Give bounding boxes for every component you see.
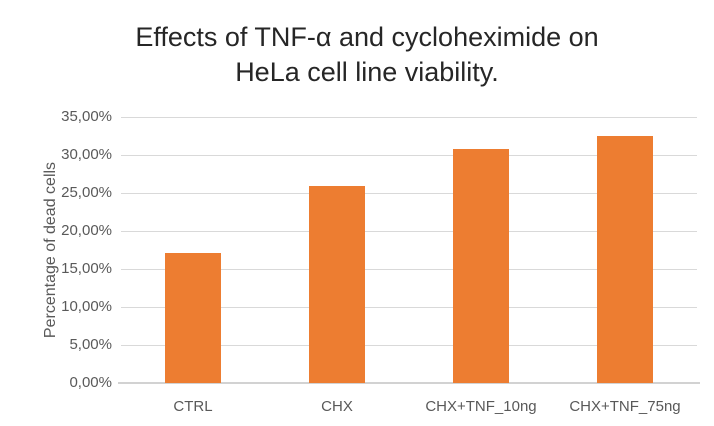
- y-tick-label-20: 20,00%: [61, 222, 112, 239]
- gridline-20: [121, 231, 697, 232]
- bar-CTRL: [165, 253, 221, 383]
- x-tick-label-CHX: CHX: [321, 398, 353, 415]
- y-tick-label-0: 0,00%: [69, 374, 112, 391]
- y-tick-label-25: 25,00%: [61, 184, 112, 201]
- y-axis-tick-labels: 0,00% 5,00% 10,00% 15,00% 20,00% 25,00% 30,00%…: [0, 108, 112, 391]
- gridline-35: [121, 117, 697, 118]
- gridline-30: [121, 155, 697, 156]
- bar-CHX: [309, 186, 365, 383]
- chart-title-line-2: HeLa cell line viability.: [235, 57, 499, 87]
- x-axis-tick-labels: CTRL CHX CHX+TNF_10ng CHX+TNF_75ng: [121, 398, 697, 420]
- y-tick-label-5: 5,00%: [69, 336, 112, 353]
- gridline-5: [121, 345, 697, 346]
- y-tick-label-15: 15,00%: [61, 260, 112, 277]
- x-axis-line: [118, 382, 700, 384]
- plot-area: [118, 117, 700, 384]
- chart-title: Effects of TNF-α and cycloheximide on He…: [10, 20, 714, 90]
- chart-title-line-1: Effects of TNF-α and cycloheximide on: [135, 22, 599, 52]
- gridline-10: [121, 307, 697, 308]
- y-tick-label-10: 10,00%: [61, 298, 112, 315]
- x-tick-label-CHX+TNF_75ng: CHX+TNF_75ng: [569, 398, 681, 415]
- y-tick-label-35: 35,00%: [61, 108, 112, 125]
- bar-CHX+TNF_10ng: [453, 149, 509, 383]
- gridline-15: [121, 269, 697, 270]
- x-tick-label-CHX+TNF_10ng: CHX+TNF_10ng: [425, 398, 537, 415]
- bar-CHX+TNF_75ng: [597, 136, 653, 383]
- x-tick-label-CTRL: CTRL: [173, 398, 213, 415]
- y-tick-label-30: 30,00%: [61, 146, 112, 163]
- gridline-25: [121, 193, 697, 194]
